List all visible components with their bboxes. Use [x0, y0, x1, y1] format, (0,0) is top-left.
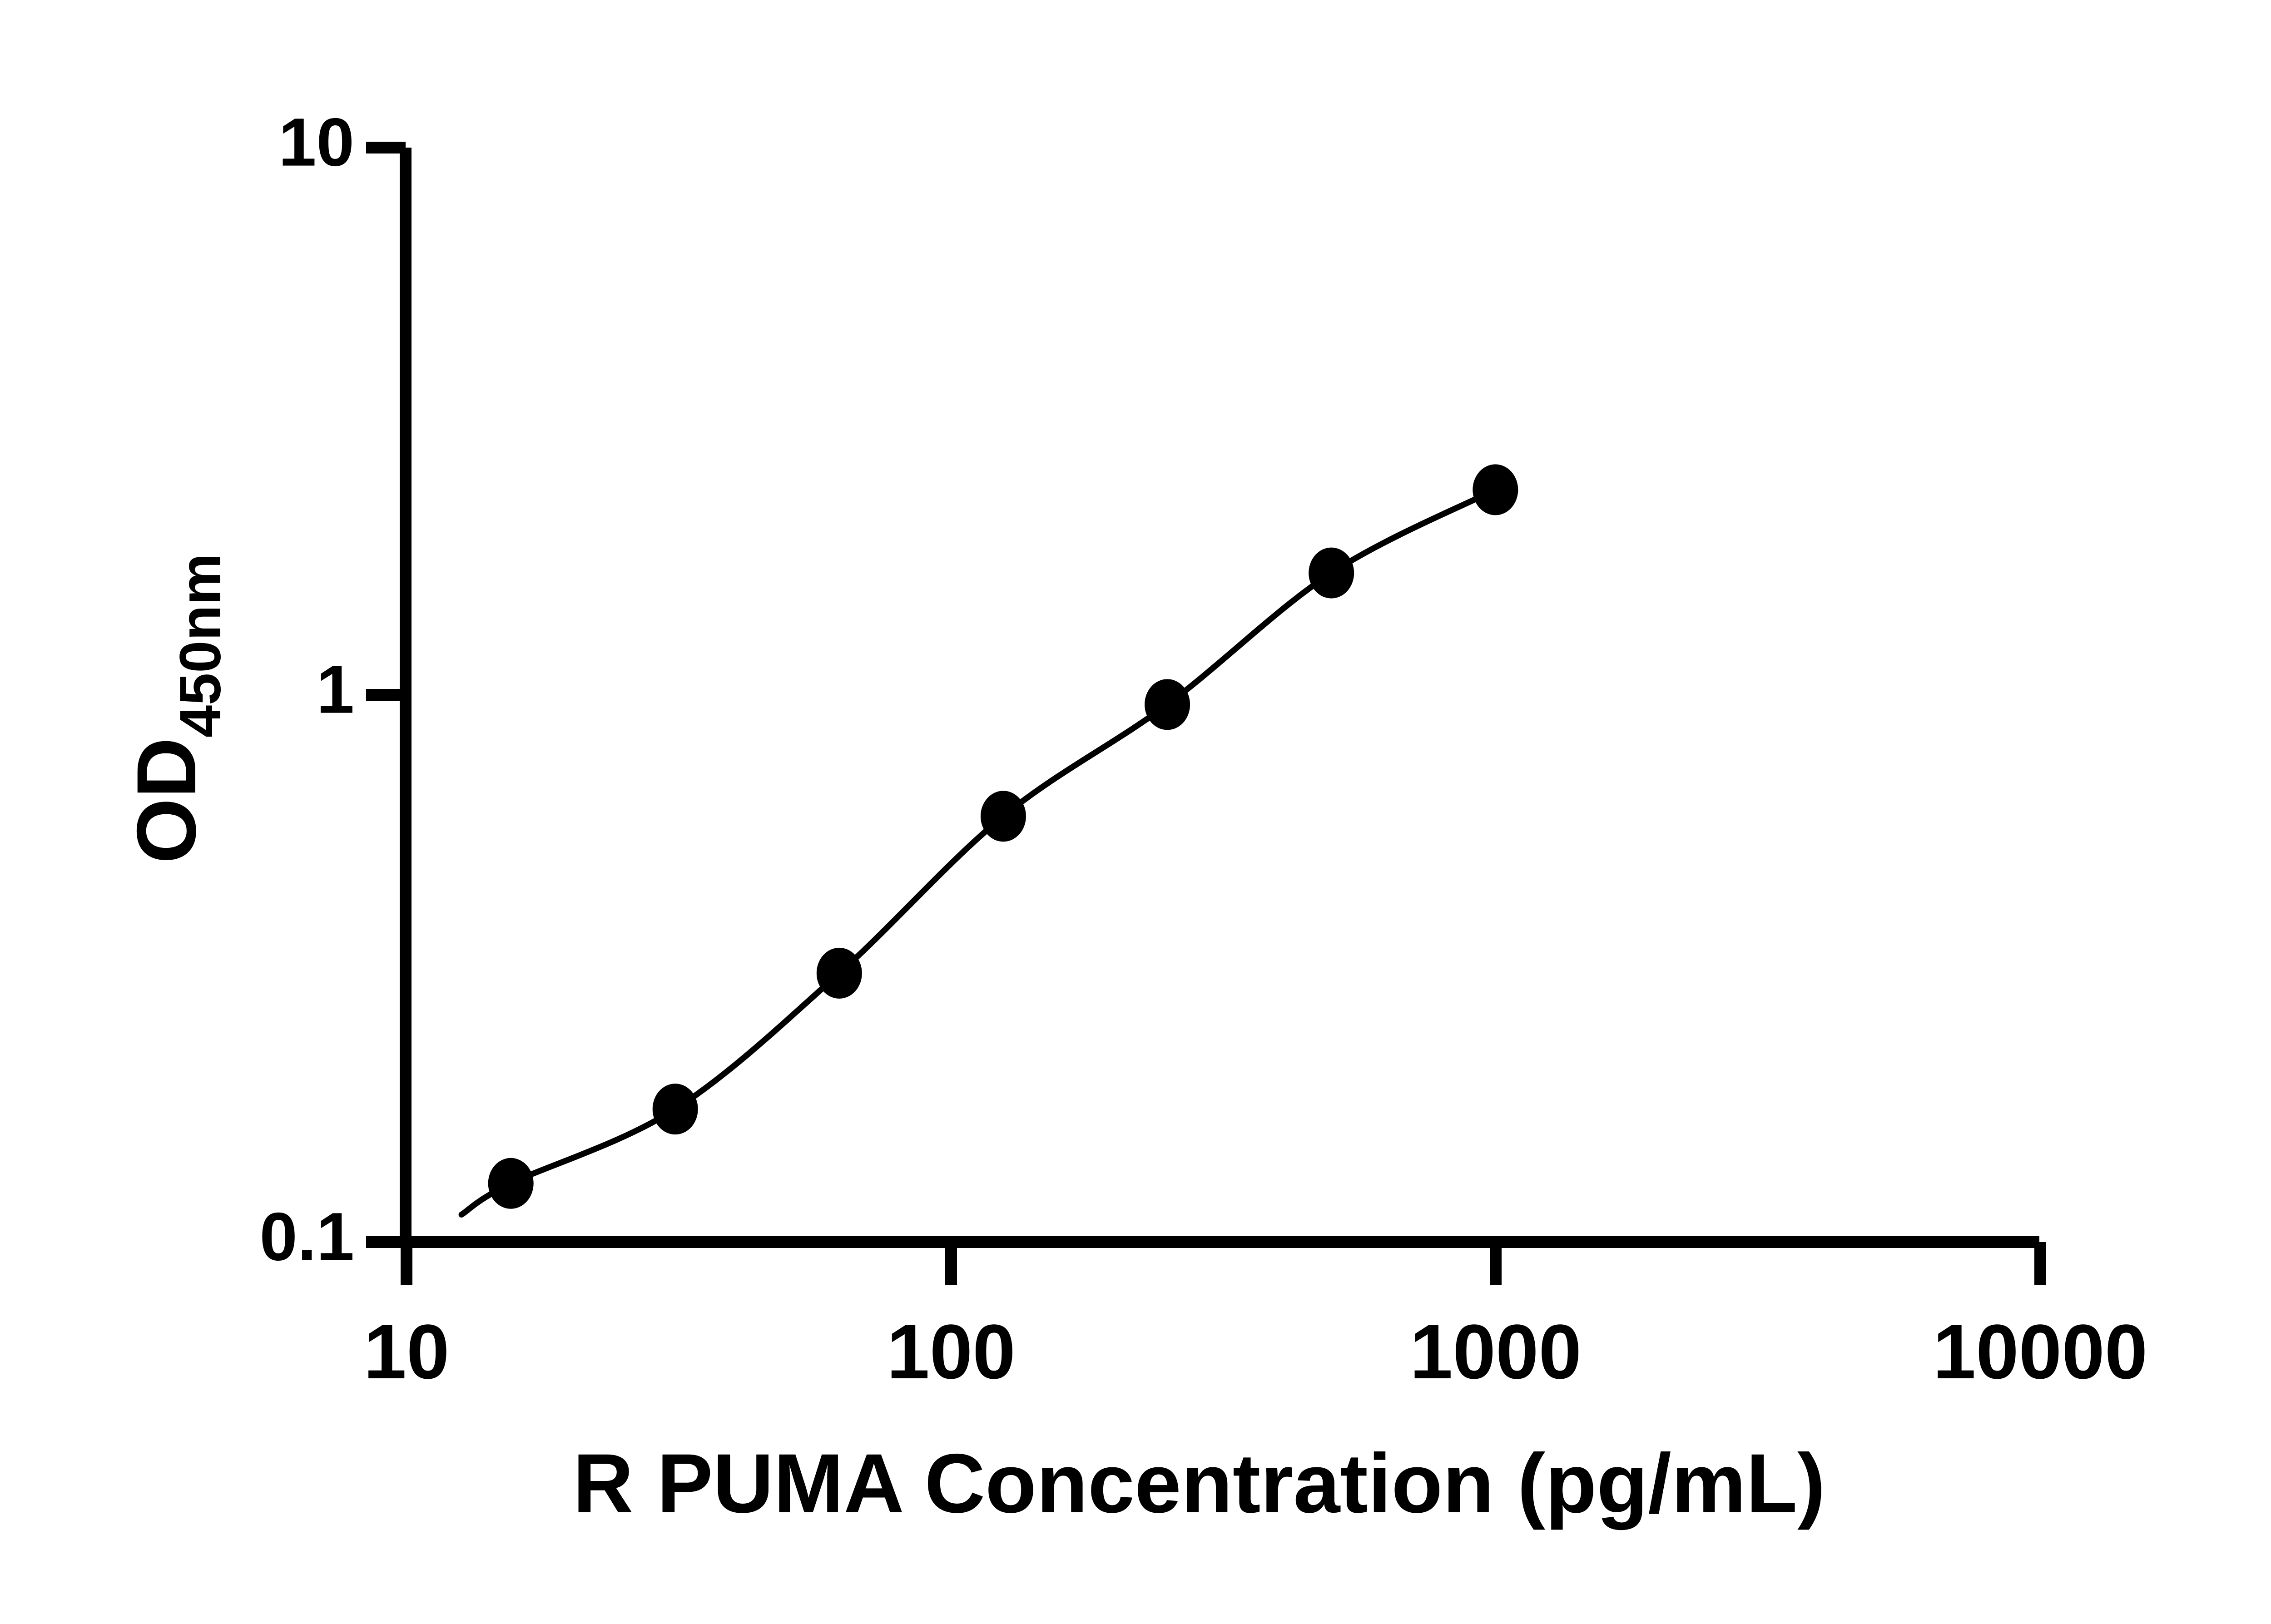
y-tick-label-0-1: 0.1: [259, 1198, 354, 1275]
x-tick-label-1000: 1000: [1410, 1309, 1582, 1395]
y-axis-title-subscript: 450nm: [168, 553, 233, 738]
data-point: [816, 947, 862, 999]
y-tick-label-10: 10: [278, 104, 354, 180]
data-point: [980, 791, 1026, 842]
data-point: [1473, 464, 1518, 515]
data-series-layer: [458, 464, 1518, 1218]
x-tick-label-100: 100: [887, 1309, 1016, 1395]
x-tick-label-10000: 10000: [1933, 1309, 2148, 1395]
y-axis: [366, 142, 412, 1248]
svg-text:OD450nm: OD450nm: [120, 553, 233, 863]
x-axis-title: R PUMA Concentration (pg/mL): [573, 1437, 1825, 1530]
data-point: [488, 1158, 534, 1209]
data-point: [1309, 547, 1354, 599]
y-tick-label-1: 1: [317, 651, 354, 728]
x-tick-label-10: 10: [363, 1309, 449, 1395]
data-point-markers: [488, 464, 1518, 1209]
data-point: [1145, 679, 1190, 730]
y-axis-title-main: OD: [120, 738, 213, 864]
data-point: [652, 1084, 698, 1135]
y-axis-title: OD450nm: [120, 553, 233, 863]
x-axis: [401, 1236, 2046, 1285]
